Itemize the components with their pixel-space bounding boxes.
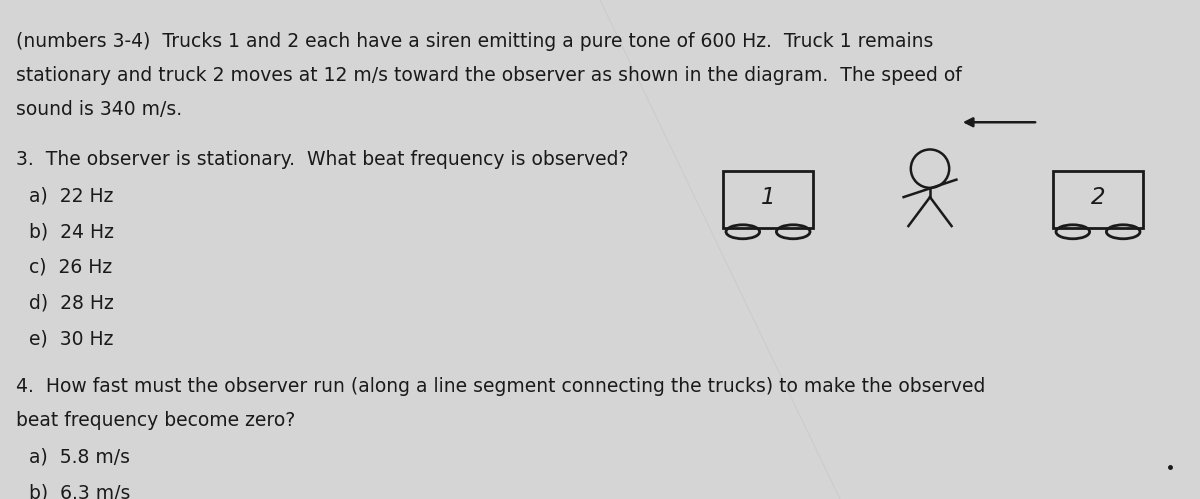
Text: (numbers 3-4)  Trucks 1 and 2 each have a siren emitting a pure tone of 600 Hz. : (numbers 3-4) Trucks 1 and 2 each have a… <box>16 32 932 51</box>
Text: 2: 2 <box>1091 186 1105 209</box>
Text: a)  5.8 m/s: a) 5.8 m/s <box>29 447 130 466</box>
Bar <box>722 171 814 229</box>
Text: b)  24 Hz: b) 24 Hz <box>29 222 114 241</box>
Text: beat frequency become zero?: beat frequency become zero? <box>16 411 295 430</box>
Text: sound is 340 m/s.: sound is 340 m/s. <box>16 100 181 119</box>
Text: a)  22 Hz: a) 22 Hz <box>29 186 113 205</box>
Text: stationary and truck 2 moves at 12 m/s toward the observer as shown in the diagr: stationary and truck 2 moves at 12 m/s t… <box>16 66 961 85</box>
Bar <box>1054 171 1142 229</box>
Text: 4.  How fast must the observer run (along a line segment connecting the trucks) : 4. How fast must the observer run (along… <box>16 377 985 396</box>
Text: b)  6.3 m/s: b) 6.3 m/s <box>29 483 130 499</box>
Text: d)  28 Hz: d) 28 Hz <box>29 294 114 313</box>
Text: 3.  The observer is stationary.  What beat frequency is observed?: 3. The observer is stationary. What beat… <box>16 150 628 169</box>
Text: c)  26 Hz: c) 26 Hz <box>29 258 112 277</box>
Text: e)  30 Hz: e) 30 Hz <box>29 330 113 349</box>
Text: 1: 1 <box>761 186 775 209</box>
